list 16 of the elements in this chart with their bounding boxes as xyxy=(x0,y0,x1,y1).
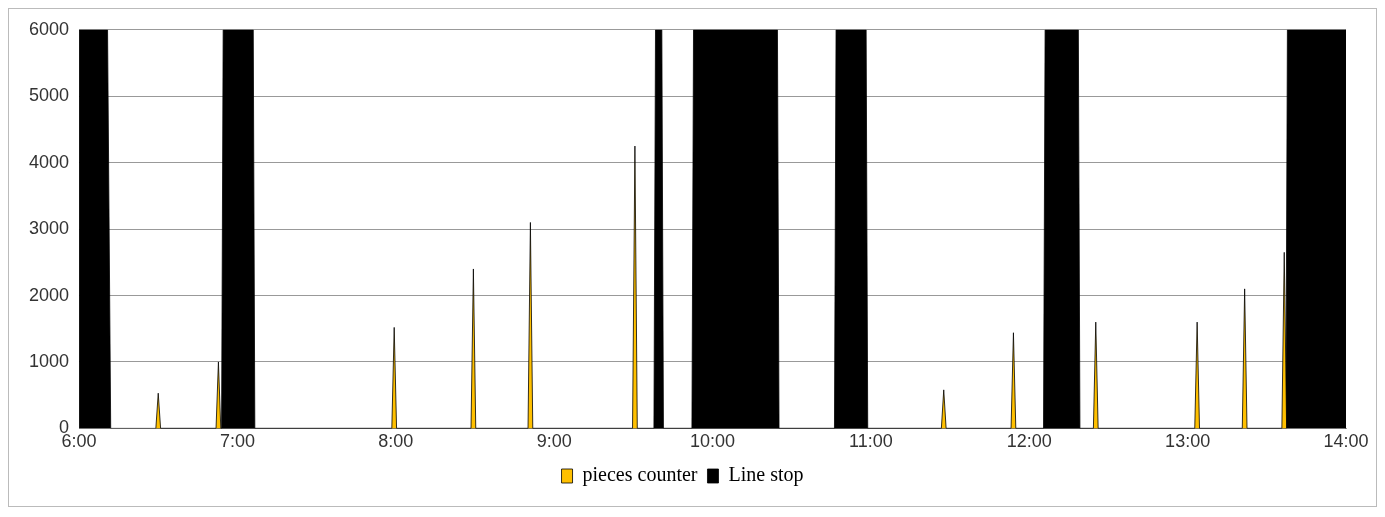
y-tick-label: 3000 xyxy=(29,218,70,239)
y-tick-label: 1000 xyxy=(29,350,70,371)
x-tick-label: 14:00 xyxy=(1323,431,1369,452)
y-tick-label: 2000 xyxy=(29,284,70,305)
legend-label: Line stop xyxy=(728,463,804,487)
x-tick-label: 7:00 xyxy=(219,431,255,452)
x-tick-label: 13:00 xyxy=(1165,431,1211,452)
x-tick-label: 12:00 xyxy=(1006,431,1052,452)
y-tick-label: 4000 xyxy=(29,151,70,172)
y-tick-label: 5000 xyxy=(29,85,70,106)
x-tick-label: 8:00 xyxy=(378,431,414,452)
x-tick-label: 10:00 xyxy=(690,431,736,452)
y-tick-label: 6000 xyxy=(29,18,70,39)
x-tick-label: 9:00 xyxy=(536,431,572,452)
legend-label: pieces counter xyxy=(582,463,698,487)
x-tick-label: 11:00 xyxy=(849,431,893,452)
